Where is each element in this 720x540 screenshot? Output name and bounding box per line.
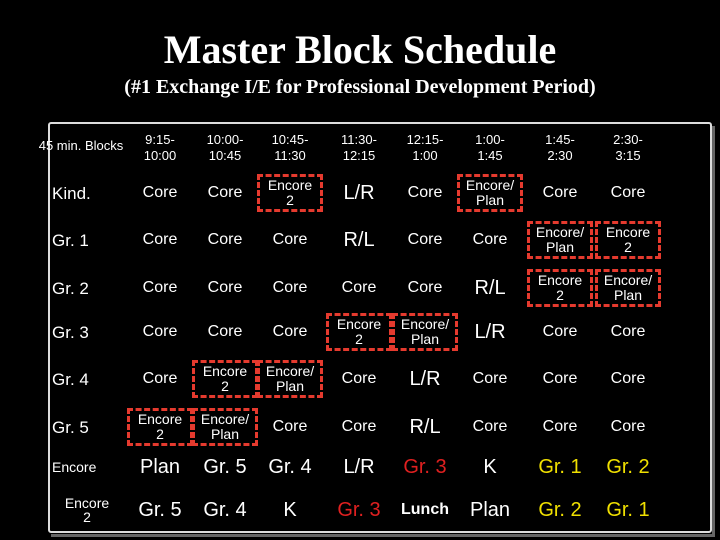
schedule-cell: K: [483, 456, 497, 478]
column-header: 1:00- 1:45: [475, 131, 505, 163]
schedule-cell: Encore/Plan: [527, 221, 593, 259]
column-header: 10:45- 11:30: [271, 131, 309, 163]
column-header: 2:30- 3:15: [613, 131, 643, 163]
schedule-cell: Core: [542, 184, 578, 201]
schedule-cell: Core: [610, 184, 646, 201]
schedule-cell: Core: [341, 279, 377, 296]
corner-label: 45 min. Blocks: [38, 137, 124, 153]
row-label: Kind.: [52, 183, 91, 203]
schedule-cell: Core: [142, 279, 178, 296]
schedule-cell: Encore/Plan: [457, 174, 523, 212]
schedule-cell: Core: [142, 184, 178, 201]
schedule-cell: Plan: [139, 456, 181, 478]
schedule-cell: Core: [207, 184, 243, 201]
schedule-cell: Encore 2: [326, 313, 392, 351]
schedule-table-frame: [48, 122, 712, 533]
row-label: Gr. 3: [52, 322, 89, 342]
schedule-cell: Gr. 3: [337, 499, 381, 521]
schedule-cell: Core: [472, 370, 508, 387]
schedule-cell: Encore 2: [527, 269, 593, 307]
schedule-cell: Gr. 2: [606, 456, 650, 478]
schedule-cell: Core: [207, 279, 243, 296]
schedule-cell: Core: [272, 418, 308, 435]
schedule-cell: Core: [542, 418, 578, 435]
schedule-cell: Core: [610, 370, 646, 387]
column-header: 9:15- 10:00: [143, 131, 177, 163]
schedule-cell: Gr. 1: [606, 499, 650, 521]
schedule-cell: Encore/Plan: [595, 269, 661, 307]
schedule-cell: Core: [341, 370, 377, 387]
schedule-cell: Gr. 3: [403, 456, 447, 478]
schedule-cell: Encore 2: [595, 221, 661, 259]
schedule-cell: Gr. 4: [203, 499, 247, 521]
schedule-cell: R/L: [343, 229, 375, 251]
schedule-cell: Encore 2: [127, 408, 193, 446]
schedule-cell: Core: [542, 370, 578, 387]
schedule-cell: Encore/Plan: [192, 408, 258, 446]
column-header: 1:45- 2:30: [545, 131, 575, 163]
schedule-cell: Core: [272, 231, 308, 248]
schedule-cell: Plan: [469, 499, 511, 521]
schedule-cell: Encore/Plan: [392, 313, 458, 351]
schedule-cell: R/L: [409, 416, 441, 438]
schedule-cell: Core: [142, 231, 178, 248]
schedule-cell: Core: [142, 323, 178, 340]
schedule-cell: Gr. 2: [538, 499, 582, 521]
schedule-cell: L/R: [343, 456, 375, 478]
schedule-cell: Core: [472, 231, 508, 248]
schedule-cell: Encore 2: [257, 174, 323, 212]
column-header: 12:15- 1:00: [406, 131, 444, 163]
schedule-cell: Gr. 4: [268, 456, 312, 478]
schedule-cell: Core: [542, 323, 578, 340]
schedule-cell: Core: [341, 418, 377, 435]
schedule-cell: Encore 2: [192, 360, 258, 398]
schedule-cell: Gr. 5: [203, 456, 247, 478]
schedule-cell: Core: [610, 418, 646, 435]
row-label: Gr. 4: [52, 369, 89, 389]
column-header: 10:00- 10:45: [206, 131, 244, 163]
schedule-cell: Core: [272, 279, 308, 296]
row-label: Encore: [52, 459, 97, 475]
schedule-cell: Core: [142, 370, 178, 387]
schedule-cell: K: [283, 499, 297, 521]
table-frame-shadow: [51, 126, 715, 537]
schedule-cell: Core: [272, 323, 308, 340]
row-label: Gr. 1: [52, 230, 89, 250]
schedule-cell: Core: [407, 184, 443, 201]
column-header: 11:30- 12:15: [341, 131, 377, 163]
schedule-cell: L/R: [474, 321, 506, 343]
schedule-cell: Gr. 5: [138, 499, 182, 521]
schedule-cell: Gr. 1: [538, 456, 582, 478]
schedule-cell: Core: [610, 323, 646, 340]
schedule-cell: Core: [472, 418, 508, 435]
row-label: Gr. 5: [52, 417, 89, 437]
schedule-cell: Core: [207, 231, 243, 248]
row-label: Encore 2: [64, 495, 110, 525]
page-title: Master Block Schedule: [163, 27, 557, 72]
schedule-cell: L/R: [409, 368, 441, 390]
row-label: Gr. 2: [52, 278, 89, 298]
schedule-cell: Core: [207, 323, 243, 340]
schedule-cell: Core: [407, 231, 443, 248]
schedule-cell: Lunch: [401, 501, 449, 518]
schedule-cell: Core: [407, 279, 443, 296]
schedule-cell: R/L: [474, 277, 506, 299]
schedule-cell: L/R: [343, 182, 375, 204]
page-subtitle: (#1 Exchange I/E for Professional Develo…: [124, 76, 596, 98]
schedule-cell: Encore/Plan: [257, 360, 323, 398]
